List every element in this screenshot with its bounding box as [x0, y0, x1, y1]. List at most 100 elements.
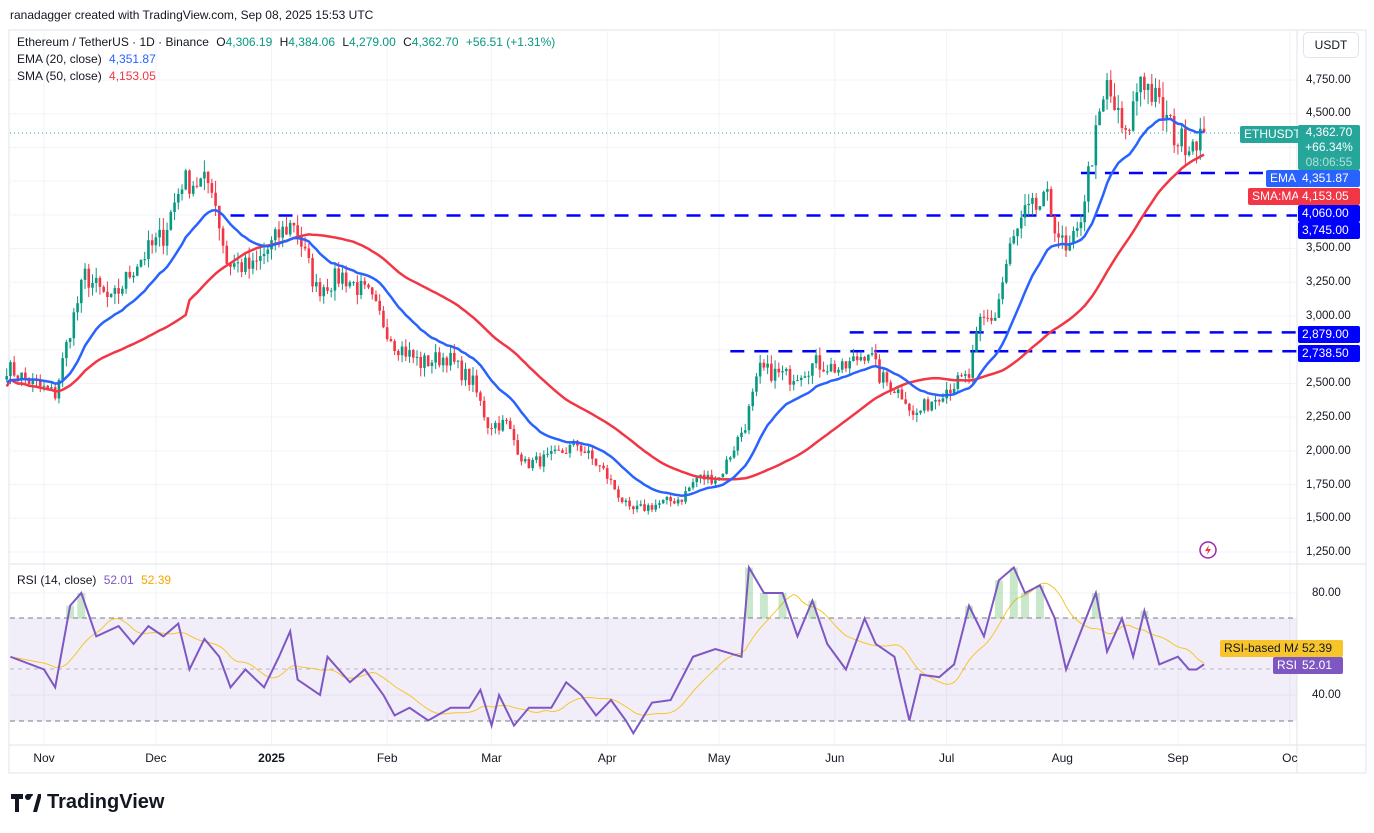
- candle-body: [1049, 189, 1053, 216]
- candle: [109, 293, 113, 298]
- candle-body: [341, 272, 344, 284]
- candle: [352, 280, 355, 286]
- candle: [990, 310, 993, 325]
- candle: [1202, 116, 1206, 134]
- candle-body: [94, 277, 98, 283]
- candle-body: [482, 400, 486, 418]
- candle-body: [826, 371, 829, 373]
- candle-body: [665, 497, 669, 500]
- candle: [76, 296, 79, 321]
- candle: [807, 370, 810, 385]
- candle-body: [262, 253, 266, 257]
- candle-body: [579, 445, 583, 452]
- candle-body: [635, 505, 639, 510]
- candle: [132, 272, 135, 283]
- candle: [169, 209, 173, 231]
- price-tick: 1,750.00: [1306, 479, 1351, 491]
- candle: [971, 344, 975, 386]
- candle-body: [881, 372, 885, 383]
- candle: [579, 443, 583, 456]
- candle-body: [150, 240, 154, 246]
- candle-body: [508, 420, 512, 429]
- candle: [632, 505, 635, 515]
- candle-body: [46, 385, 50, 389]
- lightning-icon[interactable]: [1199, 541, 1217, 559]
- candle: [1031, 192, 1034, 216]
- candle-body: [762, 362, 766, 368]
- rsi-tag: RSI: [1273, 657, 1302, 674]
- candle-body: [382, 310, 385, 328]
- candle: [605, 464, 609, 484]
- candle: [520, 452, 523, 466]
- candle: [445, 355, 449, 373]
- time-tick: Jun: [825, 751, 845, 765]
- candle: [143, 251, 147, 266]
- candle: [1038, 205, 1042, 211]
- candle-body: [1191, 141, 1195, 152]
- candle: [687, 486, 691, 492]
- candle: [736, 435, 740, 456]
- sma-legend[interactable]: SMA (50, close) 4,153.05: [17, 69, 160, 83]
- candle-body: [1187, 151, 1191, 156]
- candle: [826, 364, 829, 375]
- candle: [583, 446, 587, 454]
- candle: [497, 415, 501, 435]
- price-tick: 1,250.00: [1306, 546, 1351, 558]
- candle-body: [990, 317, 993, 321]
- symbol-name: Ethereum / TetherUS · 1D · Binance: [17, 35, 209, 49]
- sma-price-tag: 4,153.05: [1298, 188, 1360, 205]
- candle-body: [650, 505, 654, 510]
- candle: [896, 387, 900, 399]
- candle: [874, 344, 878, 368]
- candle-body: [1165, 114, 1169, 119]
- candle-body: [415, 356, 419, 358]
- candle-body: [1169, 114, 1172, 117]
- candle-body: [874, 353, 878, 360]
- currency-button[interactable]: USDT: [1303, 32, 1359, 58]
- candle-body: [1075, 228, 1079, 231]
- candle: [1049, 186, 1053, 216]
- candle-body: [24, 372, 27, 379]
- candle: [1060, 225, 1064, 249]
- candle: [784, 367, 788, 376]
- candle-body: [553, 449, 557, 452]
- candle-body: [214, 192, 217, 206]
- tradingview-logo[interactable]: TradingView: [11, 791, 164, 814]
- candle: [1109, 70, 1113, 103]
- rsi-legend[interactable]: RSI (14, close) 52.01 52.39: [17, 573, 175, 587]
- candle: [508, 417, 512, 430]
- candle-body: [1102, 99, 1105, 112]
- candle-body: [1046, 189, 1049, 192]
- candle-body: [751, 391, 754, 407]
- candle-body: [1079, 222, 1083, 229]
- candle: [628, 496, 631, 510]
- candle-body: [1064, 235, 1068, 251]
- candle-body: [867, 354, 870, 361]
- ticker-tag: ETHUSDT: [1240, 126, 1305, 143]
- candle-body: [113, 288, 117, 294]
- candle: [1046, 181, 1049, 201]
- candle-body: [273, 229, 277, 241]
- candle-body: [147, 240, 150, 260]
- candle-body: [352, 282, 355, 284]
- candle: [434, 343, 437, 370]
- time-tick: 2025: [258, 751, 285, 765]
- candle-body: [930, 401, 934, 411]
- ema-legend[interactable]: EMA (20, close) 4,351.87: [17, 52, 160, 66]
- symbol-legend[interactable]: Ethereum / TetherUS · 1D · Binance O4,30…: [17, 35, 559, 49]
- candle: [162, 218, 165, 255]
- candle-body: [1157, 87, 1161, 98]
- candle-body: [993, 317, 997, 321]
- candle: [549, 445, 553, 461]
- candle-body: [300, 236, 303, 247]
- candle-body: [50, 387, 53, 389]
- candle: [803, 371, 807, 379]
- candle-body: [755, 376, 758, 392]
- candle: [993, 312, 997, 321]
- candle: [285, 216, 288, 235]
- candle-body: [38, 380, 42, 387]
- candle: [837, 367, 840, 376]
- candle: [102, 285, 105, 294]
- candle-body: [721, 473, 725, 478]
